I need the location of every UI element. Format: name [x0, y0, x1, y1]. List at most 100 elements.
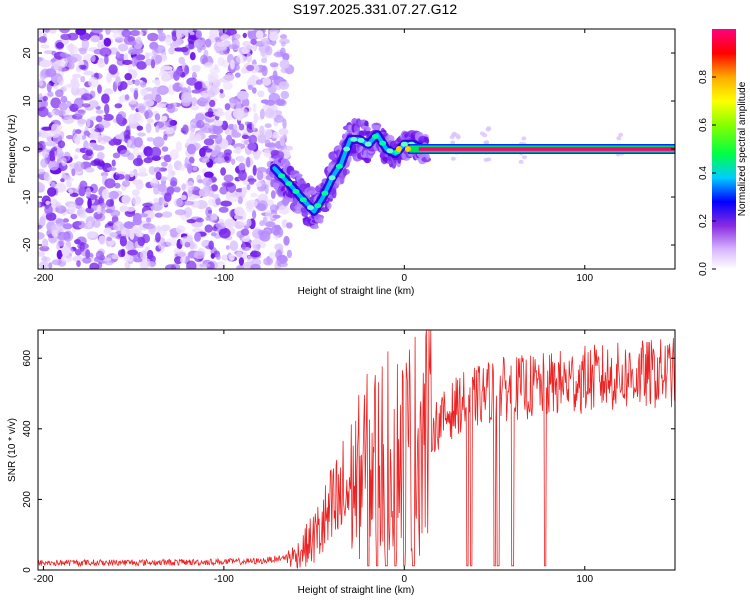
noise-blob [51, 181, 56, 189]
noise-blob [271, 225, 282, 232]
noise-blob [175, 225, 186, 234]
noise-blob [168, 46, 175, 55]
noise-blob [261, 77, 272, 86]
noise-blob [133, 258, 143, 263]
noise-blob [89, 133, 99, 140]
noise-blob [68, 61, 75, 70]
noise-blob [207, 198, 214, 206]
noise-blob [143, 99, 155, 107]
noise-blob [153, 197, 160, 204]
ridge-spot [335, 163, 343, 169]
noise-blob [256, 170, 264, 181]
noise-blob [232, 108, 244, 119]
noise-blob [40, 44, 50, 49]
noise-blob [195, 30, 202, 39]
noise-blob [238, 123, 245, 131]
noise-blob [83, 70, 94, 76]
noise-blob [246, 64, 255, 72]
noise-blob [144, 93, 157, 99]
ridge-spot [307, 205, 314, 211]
x-tick-label: 0 [402, 273, 408, 284]
noise-blob [124, 94, 130, 101]
noise-blob [135, 54, 146, 61]
noise-blob [61, 254, 73, 263]
noise-blob [200, 54, 208, 65]
noise-blob [205, 206, 213, 218]
noise-blob [188, 156, 195, 164]
noise-blob [234, 206, 245, 216]
noise-blob [250, 38, 257, 45]
x-tick-label: -100 [214, 273, 234, 284]
noise-blob [183, 207, 193, 218]
noise-blob [269, 62, 279, 68]
noise-blob [203, 171, 214, 179]
noise-blob [238, 162, 246, 172]
noise-blob [234, 64, 240, 71]
noise-blob [90, 35, 100, 43]
ridge-spot [379, 140, 387, 146]
noise-blob [157, 183, 167, 192]
noise-blob [181, 92, 192, 103]
noise-blob [51, 229, 59, 238]
noise-blob [237, 90, 249, 101]
noise-blob [55, 201, 62, 209]
carrier-line [418, 147, 675, 151]
snr-area [38, 330, 675, 569]
noise-blob [129, 170, 135, 178]
noise-blob [38, 36, 47, 43]
ridge-spot [292, 189, 300, 194]
ridge-halo [318, 216, 324, 224]
noise-blob [129, 29, 141, 37]
noise-blob [190, 97, 198, 106]
noise-blob [263, 257, 274, 266]
noise-blob [187, 163, 193, 174]
noise-blob [123, 53, 129, 62]
noise-blob [73, 97, 84, 109]
noise-blob [100, 202, 108, 209]
noise-blob [217, 29, 228, 34]
noise-blob [61, 157, 67, 167]
noise-blob [188, 241, 195, 250]
noise-blob [230, 158, 236, 165]
noise-blob [88, 76, 99, 88]
noise-blob [278, 128, 289, 136]
bottom-xlabel: Height of straight line (km) [298, 585, 415, 596]
noise-blob [93, 48, 104, 55]
noise-blob [214, 145, 221, 154]
noise-blob [72, 255, 84, 262]
noise-blob [74, 239, 81, 245]
noise-blob [56, 249, 63, 260]
noise-blob [251, 87, 257, 94]
noise-blob [44, 204, 53, 215]
noise-blob [213, 120, 223, 127]
noise-blob [145, 122, 152, 134]
noise-blob [77, 242, 89, 250]
noise-blob [140, 88, 148, 97]
noise-blob [38, 30, 43, 37]
noise-blob [146, 137, 155, 142]
ridge-spot [371, 134, 379, 139]
noise-blob [155, 171, 162, 181]
noise-blob [165, 127, 175, 135]
top-ylabel: Frequency (Hz) [7, 115, 18, 184]
noise-blob [270, 190, 276, 199]
noise-blob [246, 156, 251, 168]
noise-blob [119, 81, 128, 90]
ridge-halo [365, 126, 371, 132]
noise-blob [264, 139, 271, 148]
noise-blob [209, 99, 216, 107]
noise-blob [45, 68, 57, 78]
noise-blob [180, 194, 187, 201]
noise-blob [66, 135, 74, 140]
noise-blob [250, 263, 261, 269]
noise-blob [112, 152, 121, 159]
noise-blob [265, 209, 272, 220]
noise-blob [241, 97, 250, 109]
noise-blob [59, 52, 68, 58]
noise-blob [186, 260, 197, 269]
ridge-spot [364, 141, 372, 147]
noise-blob [223, 174, 234, 183]
noise-blob [117, 249, 125, 258]
noise-blob [154, 94, 162, 103]
x-tick-label: -100 [214, 574, 234, 585]
